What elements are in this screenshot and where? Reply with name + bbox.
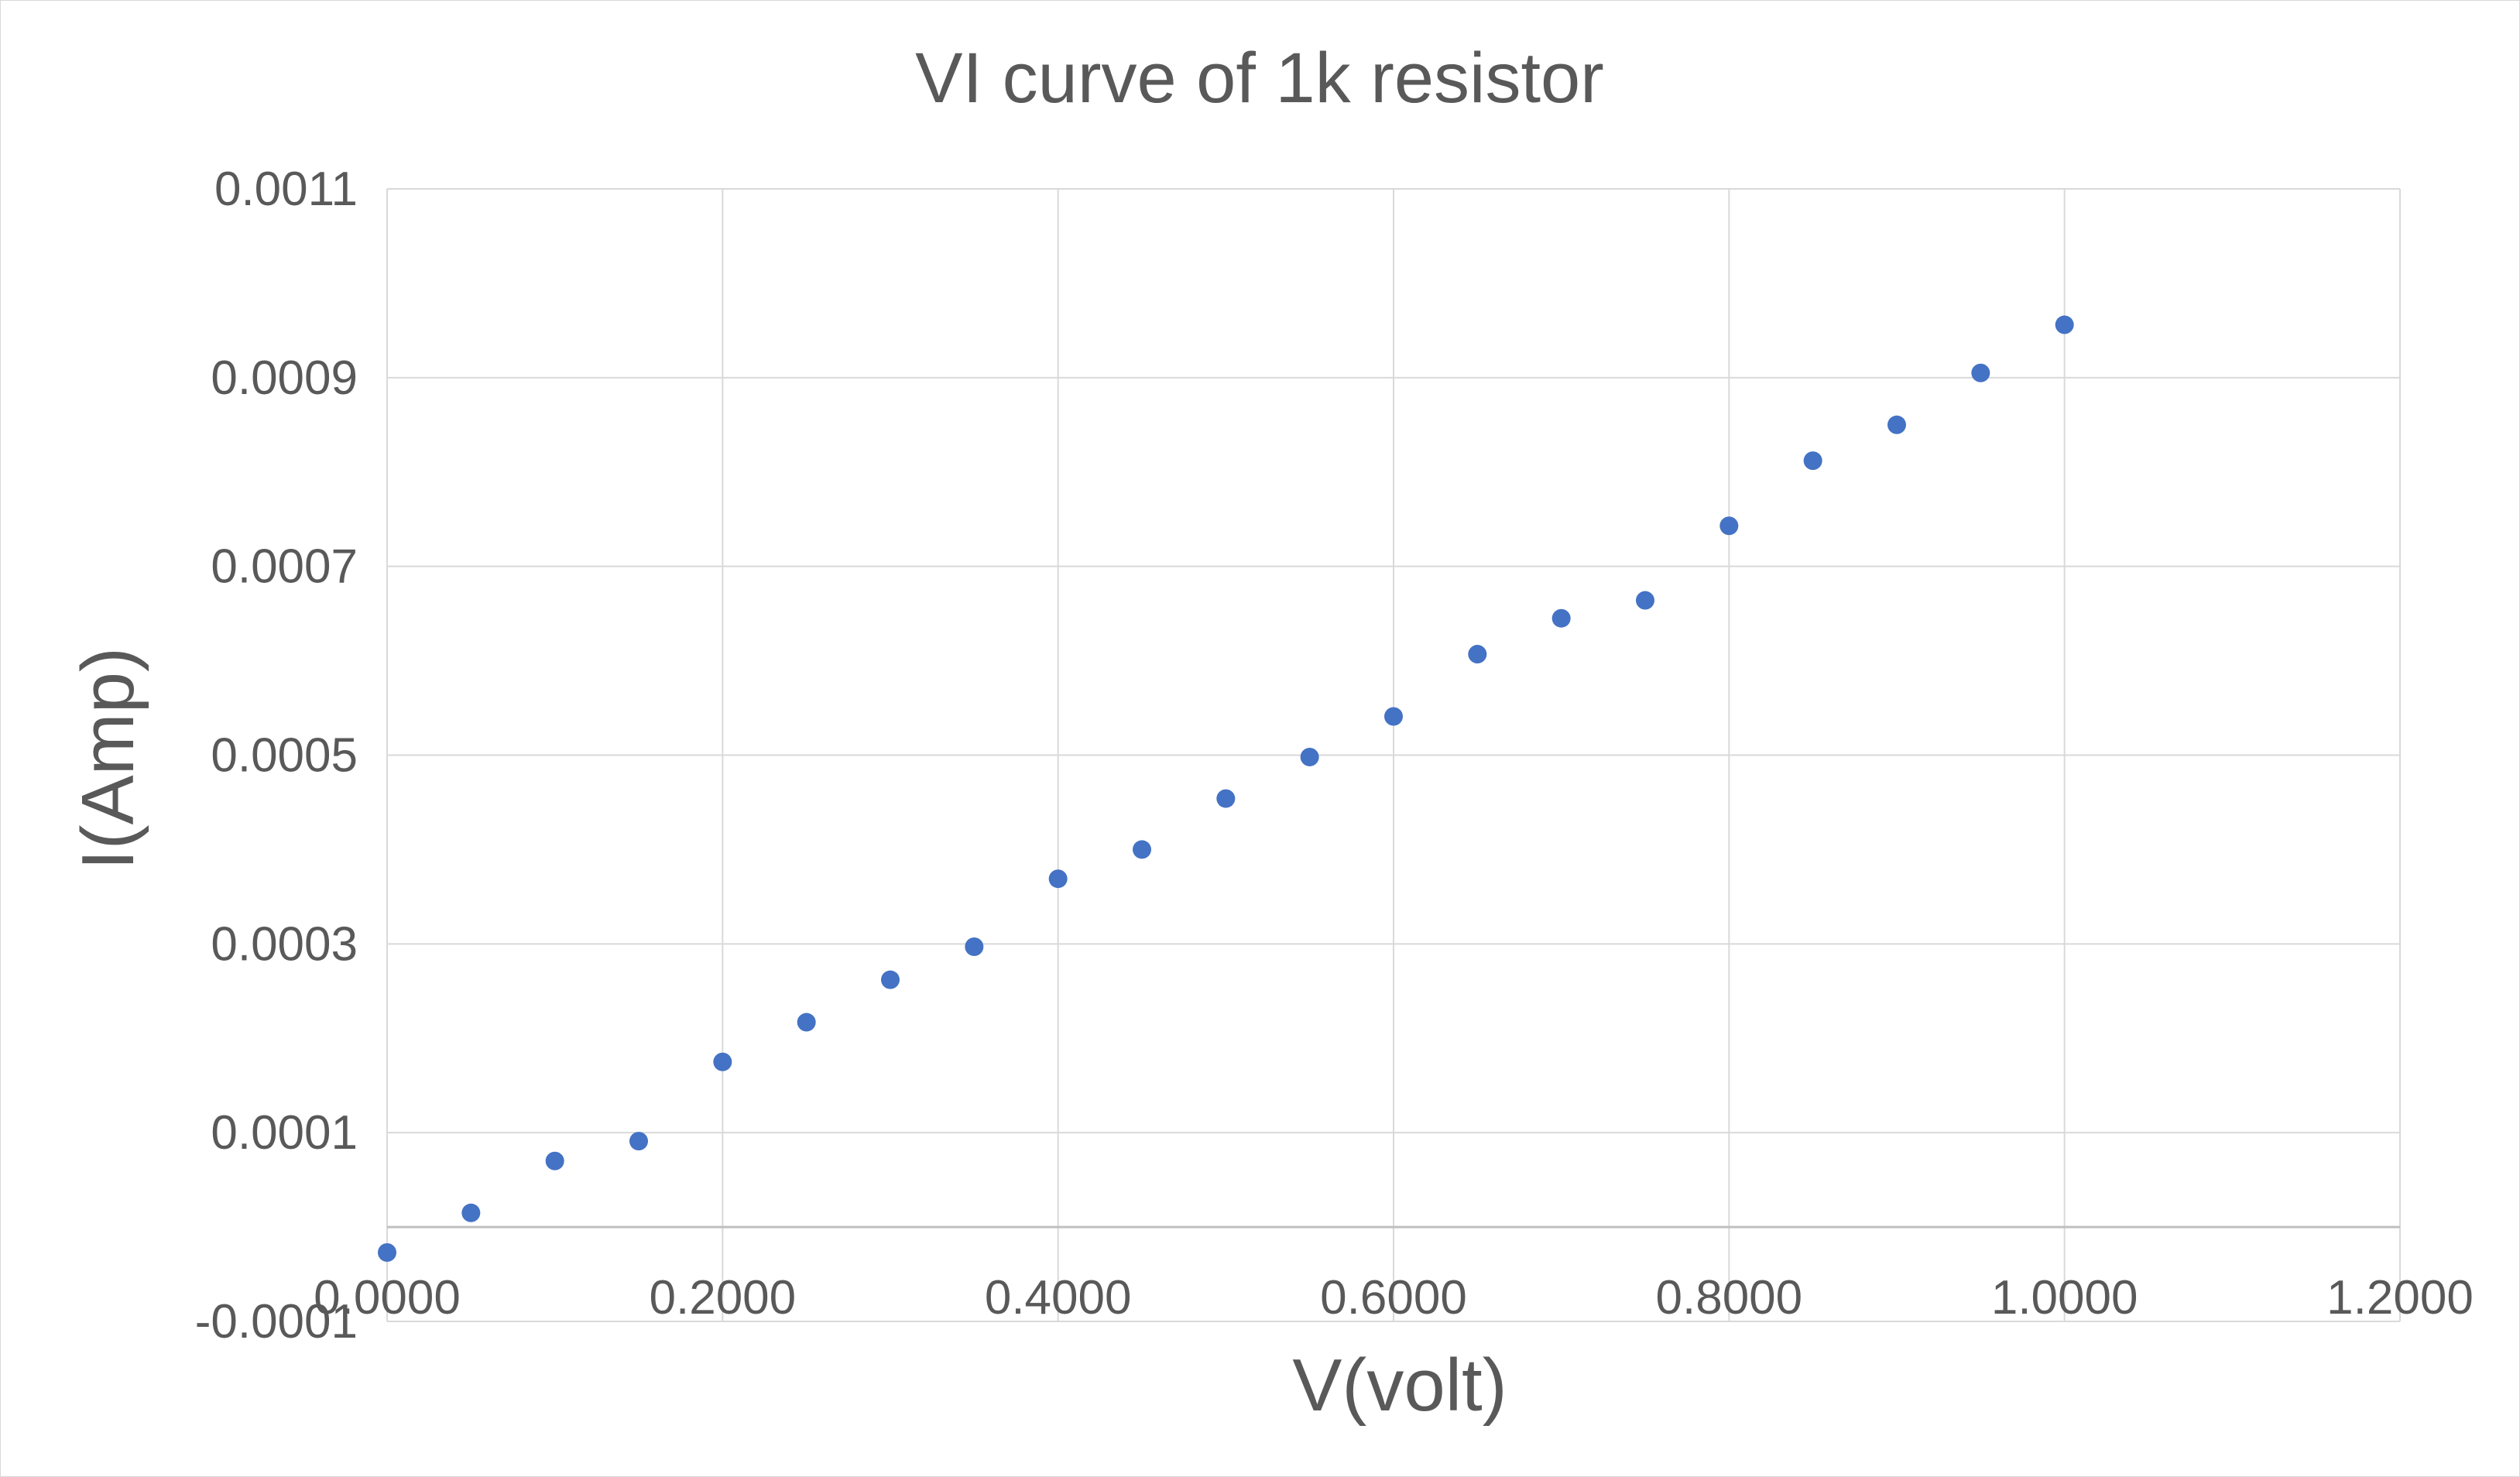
data-points (378, 315, 2074, 1263)
data-point (881, 970, 900, 989)
data-point (1048, 869, 1068, 889)
data-point (1887, 415, 1906, 434)
chart-title: VI curve of 1k resistor (915, 39, 1604, 118)
data-point (965, 937, 984, 956)
data-point (461, 1203, 481, 1222)
y-tick-label: 0.0003 (211, 917, 358, 971)
data-point (797, 1013, 816, 1032)
y-tick-label: 0.0001 (211, 1106, 358, 1160)
x-tick-label: 0.0000 (314, 1271, 461, 1325)
data-point (1468, 645, 1487, 664)
data-point (1133, 840, 1151, 859)
data-point (1384, 707, 1403, 726)
x-tick-label: 1.2000 (2326, 1271, 2474, 1325)
data-point (1803, 451, 1822, 471)
y-tick-label: 0.0011 (214, 163, 358, 216)
data-point (378, 1243, 396, 1263)
x-axis-title: V(volt) (1292, 1344, 1507, 1427)
data-point (713, 1052, 732, 1071)
data-point (2055, 315, 2074, 334)
data-point (629, 1132, 648, 1151)
x-tick-label: 0.4000 (985, 1271, 1132, 1325)
x-tick-label: 0.8000 (1656, 1271, 1803, 1325)
x-axis-ticks: 0.0000 0.2000 0.4000 0.6000 0.8000 1.0000 1.20… (314, 1271, 2474, 1325)
data-point (1300, 747, 1319, 766)
x-tick-label: 0.2000 (650, 1271, 797, 1325)
data-point (1719, 516, 1739, 536)
y-tick-label: 0.0007 (211, 540, 358, 594)
y-tick-label: 0.0005 (211, 729, 358, 783)
y-tick-label: -0.0001 (195, 1295, 358, 1348)
gridlines (386, 188, 2401, 1322)
data-point (1551, 608, 1571, 628)
x-tick-label: 0.6000 (1320, 1271, 1467, 1325)
x-tick-label: 1.0000 (1991, 1271, 2138, 1325)
y-axis-title: I(Amp) (67, 647, 149, 870)
data-point (1971, 363, 1990, 382)
y-tick-label: 0.0009 (211, 351, 358, 405)
data-point (1636, 591, 1654, 610)
y-axis-ticks: -0.0001 0.0001 0.0003 0.0005 0.0007 0.0009 0.0… (195, 163, 358, 1348)
data-point (545, 1151, 564, 1170)
data-point (1216, 789, 1236, 808)
